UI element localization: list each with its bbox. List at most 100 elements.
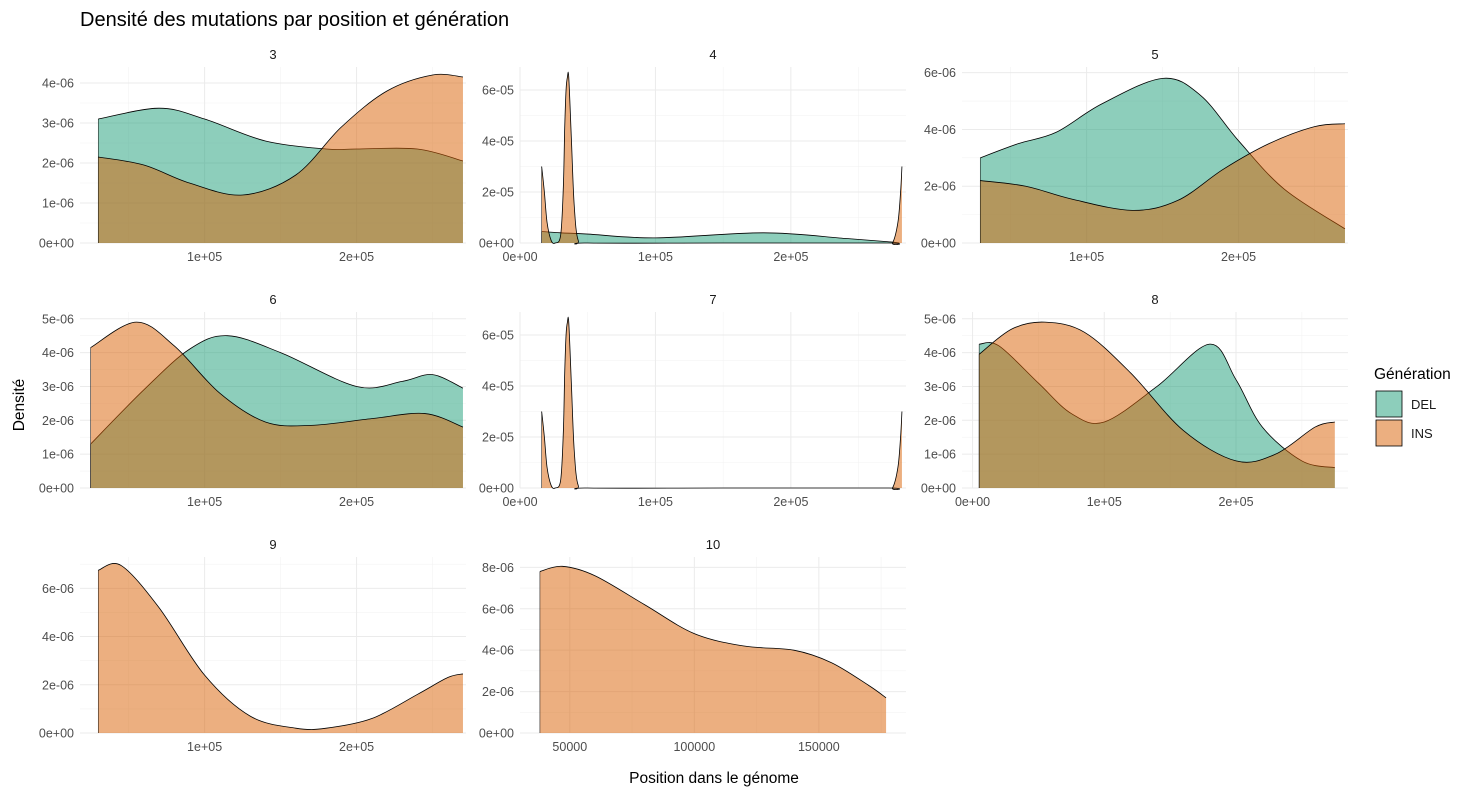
y-tick-label: 2e-06 — [42, 678, 74, 692]
y-tick-label: 4e-06 — [42, 77, 74, 91]
facet-panel-6: 6 0e+00 1e-06 2e-06 3e-06 4e-06 5e-06 1e+05 2e+0… — [39, 292, 466, 509]
y-tick-label: 3e-06 — [42, 117, 74, 131]
x-tick-label: 2e+05 — [1218, 495, 1253, 509]
y-tick-label: 0e+00 — [479, 237, 514, 251]
chart-title: Densité des mutations par position et gé… — [80, 9, 509, 31]
y-tick-label: 1e-06 — [924, 448, 956, 462]
y-tick-label: 2e-06 — [42, 414, 74, 428]
facet-strip-label: 5 — [1151, 47, 1158, 62]
x-tick-label: 1e+05 — [187, 495, 222, 509]
density-outline-ins — [978, 321, 1335, 463]
y-tick-label: 6e-06 — [482, 602, 514, 616]
x-tick-label: 0e+00 — [955, 495, 990, 509]
y-tick-label: 1e-06 — [42, 197, 74, 211]
density-outline-ins — [980, 123, 1345, 211]
density-outline-ins — [541, 71, 903, 245]
facet-panel-5: 5 0e+00 2e-06 4e-06 6e-06 1e+05 2e+05 — [921, 47, 1348, 264]
density-outline-ins — [98, 73, 463, 196]
x-tick-label: 1e+05 — [638, 495, 673, 509]
legend: Génération DEL INS — [1374, 366, 1451, 447]
density-area-ins — [98, 563, 463, 733]
x-tick-label: 1e+05 — [187, 740, 222, 754]
y-tick-label: 8e-06 — [482, 561, 514, 575]
facet-strip-label: 7 — [709, 292, 716, 307]
x-axis-title: Position dans le génome — [629, 770, 799, 787]
facet-strip-label: 10 — [706, 537, 720, 552]
facet-strip-label: 6 — [269, 292, 276, 307]
x-tick-label: 0e+00 — [502, 250, 537, 264]
x-tick-label: 1e+05 — [187, 250, 222, 264]
density-area-ins — [980, 123, 1345, 243]
x-tick-label: 2e+05 — [339, 495, 374, 509]
legend-item-ins: INS — [1375, 419, 1433, 447]
legend-title: Génération — [1374, 366, 1451, 383]
facet-panel-8: 8 0e+00 1e-06 2e-06 3e-06 4e-06 5e-06 0e+00 1e+0… — [921, 292, 1348, 509]
facet-panel-7: 7 0e+00 2e-05 4e-05 6e-05 0e+00 1e+05 2e+05 — [479, 292, 906, 509]
legend-label: DEL — [1411, 397, 1436, 412]
x-tick-label: 50000 — [552, 740, 587, 754]
y-tick-label: 6e-06 — [924, 66, 956, 80]
y-tick-label: 6e-06 — [42, 582, 74, 596]
y-tick-label: 3e-06 — [42, 380, 74, 394]
density-area-ins — [979, 322, 1335, 488]
facet-panel-10: 10 0e+00 2e-06 4e-06 6e-06 8e-06 50000 100000 15… — [479, 537, 906, 754]
y-tick-label: 2e-06 — [482, 685, 514, 699]
y-tick-label: 0e+00 — [479, 727, 514, 741]
density-area-del — [541, 231, 900, 243]
y-axis-title: Densité — [11, 379, 28, 432]
facet-panel-4: 4 0e+00 2e-05 4e-05 6e-05 0e+00 1e+05 2e+05 — [479, 47, 906, 264]
facet-panel-3: 3 0e+00 1e-06 2e-06 3e-06 4e-06 1e+05 2e+05 — [39, 47, 466, 264]
y-tick-label: 0e+00 — [39, 727, 74, 741]
y-tick-label: 0e+00 — [921, 482, 956, 496]
x-tick-label: 150000 — [798, 740, 840, 754]
y-tick-label: 6e-05 — [482, 83, 514, 97]
y-tick-label: 6e-05 — [482, 328, 514, 342]
y-tick-label: 4e-06 — [42, 346, 74, 360]
x-tick-label: 1e+05 — [1087, 495, 1122, 509]
density-outline-ins — [541, 316, 903, 490]
y-tick-label: 0e+00 — [921, 237, 956, 251]
facet-strip-label: 4 — [709, 47, 716, 62]
y-tick-label: 4e-05 — [482, 379, 514, 393]
x-tick-label: 2e+05 — [339, 250, 374, 264]
legend-label: INS — [1411, 426, 1433, 441]
facet-strip-label: 8 — [1151, 292, 1158, 307]
y-tick-label: 5e-06 — [924, 312, 956, 326]
facet-strip-label: 9 — [269, 537, 276, 552]
density-outline-ins — [98, 563, 464, 730]
legend-item-del: DEL — [1375, 390, 1436, 418]
y-tick-label: 2e-06 — [924, 180, 956, 194]
x-tick-label: 1e+05 — [1069, 250, 1104, 264]
density-area-ins — [539, 566, 887, 733]
y-tick-label: 4e-06 — [924, 346, 956, 360]
y-tick-label: 1e-06 — [42, 448, 74, 462]
facet-panel-9: 9 0e+00 2e-06 4e-06 6e-06 1e+05 2e+05 — [39, 537, 466, 754]
density-area-ins — [98, 74, 463, 243]
y-tick-label: 2e-06 — [42, 157, 74, 171]
x-tick-label: 100000 — [673, 740, 715, 754]
y-tick-label: 3e-06 — [924, 380, 956, 394]
density-area-ins — [541, 316, 902, 490]
x-tick-label: 2e+05 — [773, 495, 808, 509]
y-tick-label: 4e-06 — [924, 123, 956, 137]
y-tick-label: 2e-05 — [482, 185, 514, 199]
facet-strip-label: 3 — [269, 47, 276, 62]
y-tick-label: 4e-06 — [42, 630, 74, 644]
x-tick-label: 1e+05 — [638, 250, 673, 264]
x-tick-label: 2e+05 — [339, 740, 374, 754]
y-tick-label: 4e-05 — [482, 134, 514, 148]
facets: 3 0e+00 1e-06 2e-06 3e-06 4e-06 1e+05 2e+05 4 0e+… — [39, 47, 1348, 754]
x-tick-label: 2e+05 — [1221, 250, 1256, 264]
legend-swatch — [1375, 390, 1403, 418]
density-outline-ins — [539, 565, 887, 699]
density-area-ins — [90, 322, 463, 488]
density-area-ins — [541, 71, 902, 245]
y-tick-label: 2e-06 — [924, 414, 956, 428]
y-tick-label: 2e-05 — [482, 430, 514, 444]
y-tick-label: 0e+00 — [39, 482, 74, 496]
x-tick-label: 2e+05 — [773, 250, 808, 264]
y-tick-label: 0e+00 — [479, 482, 514, 496]
legend-swatch — [1375, 419, 1403, 447]
density-outline-ins — [90, 321, 464, 428]
y-tick-label: 4e-06 — [482, 644, 514, 658]
